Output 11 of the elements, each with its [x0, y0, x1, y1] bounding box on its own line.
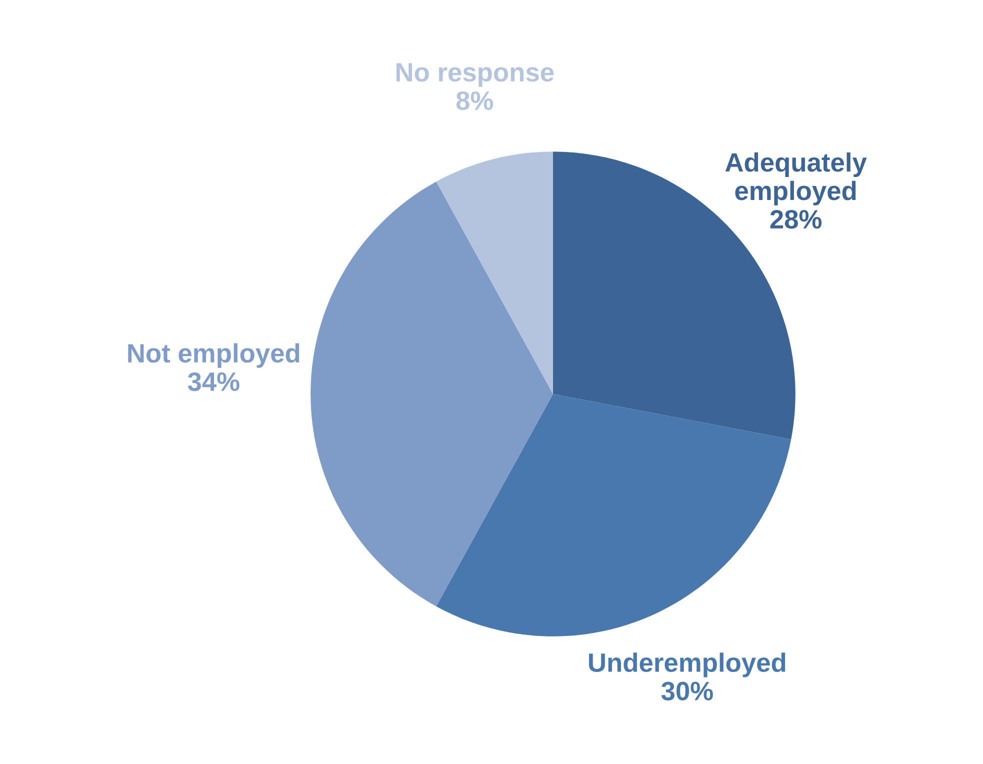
data-label: 8%	[456, 91, 494, 110]
slice-label: Underemployed	[589, 652, 786, 678]
slice-label: Not employed	[128, 343, 300, 368]
data-label: 28%	[770, 210, 822, 229]
data-label: 34%	[188, 372, 240, 392]
slice-label: Adequately employed	[725, 152, 867, 206]
data-label: 30%	[661, 682, 713, 700]
pie-slice	[436, 394, 792, 636]
pie-slice	[310, 182, 553, 606]
slice-label: No response	[396, 63, 554, 87]
pie-slice	[436, 152, 553, 394]
